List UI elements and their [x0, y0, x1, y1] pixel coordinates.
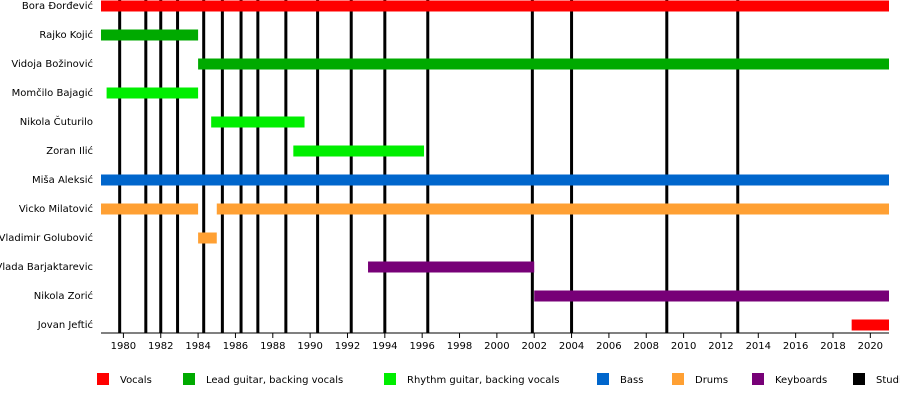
member-bar [106, 87, 199, 99]
member-label: Momčilo Bajagić [12, 87, 93, 99]
member-bar [101, 174, 889, 186]
x-tick-label: 2000 [484, 341, 509, 352]
member-label: Jovan Jeftić [37, 319, 93, 331]
x-tick-label: 2014 [746, 341, 771, 352]
legend-label: Vocals [120, 375, 152, 386]
legend-swatch [853, 373, 865, 385]
member-label: Rajko Kojić [39, 29, 93, 41]
x-tick-label: 1984 [185, 341, 210, 352]
member-bar [101, 29, 199, 41]
x-tick-label: 2016 [783, 341, 808, 352]
legend-swatch [597, 373, 609, 385]
x-tick-label: 2002 [521, 341, 546, 352]
x-tick-label: 2008 [634, 341, 659, 352]
legend-label: Keyboards [775, 375, 827, 386]
x-tick-label: 1986 [223, 341, 248, 352]
x-tick-label: 1988 [260, 341, 285, 352]
member-bar [198, 232, 217, 244]
legend-swatch [97, 373, 109, 385]
legend-label: Lead guitar, backing vocals [206, 375, 343, 386]
member-bar [368, 261, 535, 273]
member-label: Zoran Ilić [46, 145, 93, 157]
x-tick-label: 1994 [372, 341, 397, 352]
x-tick-label: 1982 [148, 341, 173, 352]
x-tick-label: 2012 [708, 341, 733, 352]
member-bar [101, 203, 199, 215]
legend-swatch [183, 373, 195, 385]
legend-swatch [672, 373, 684, 385]
legend-label: Studio albums [876, 375, 900, 386]
member-label: Miša Aleksić [32, 174, 93, 186]
member-bar [293, 145, 425, 157]
x-tick-label: 2018 [820, 341, 845, 352]
x-tick-label: 2020 [858, 341, 883, 352]
x-tick-label: 1996 [409, 341, 434, 352]
legend-swatch [384, 373, 396, 385]
member-bar [534, 290, 889, 302]
member-label: Nikola Čuturilo [20, 115, 93, 128]
x-tick-label: 1990 [297, 341, 322, 352]
member-label: Vladimir Golubović [0, 232, 93, 244]
x-tick-label: 2004 [559, 341, 584, 352]
member-bar [216, 203, 889, 215]
x-tick-label: 2010 [671, 341, 696, 352]
member-bar [851, 319, 889, 331]
member-label: Bora Đorđević [22, 0, 93, 12]
legend-label: Drums [695, 375, 728, 386]
x-tick-label: 1980 [111, 341, 136, 352]
member-label: Vidoja Božinović [11, 58, 93, 70]
legend-label: Rhythm guitar, backing vocals [407, 375, 559, 386]
legend-swatch [752, 373, 764, 385]
member-bar [101, 0, 889, 12]
member-label: Vicko Milatović [19, 203, 93, 215]
member-label: Vlada Barjaktarevic [0, 262, 93, 273]
member-bar [198, 58, 889, 70]
legend-label: Bass [620, 375, 643, 386]
x-tick-label: 1992 [335, 341, 360, 352]
x-tick-label: 2006 [596, 341, 621, 352]
member-bar [211, 116, 305, 128]
member-label: Nikola Zorić [34, 290, 93, 302]
x-tick-label: 1998 [447, 341, 472, 352]
